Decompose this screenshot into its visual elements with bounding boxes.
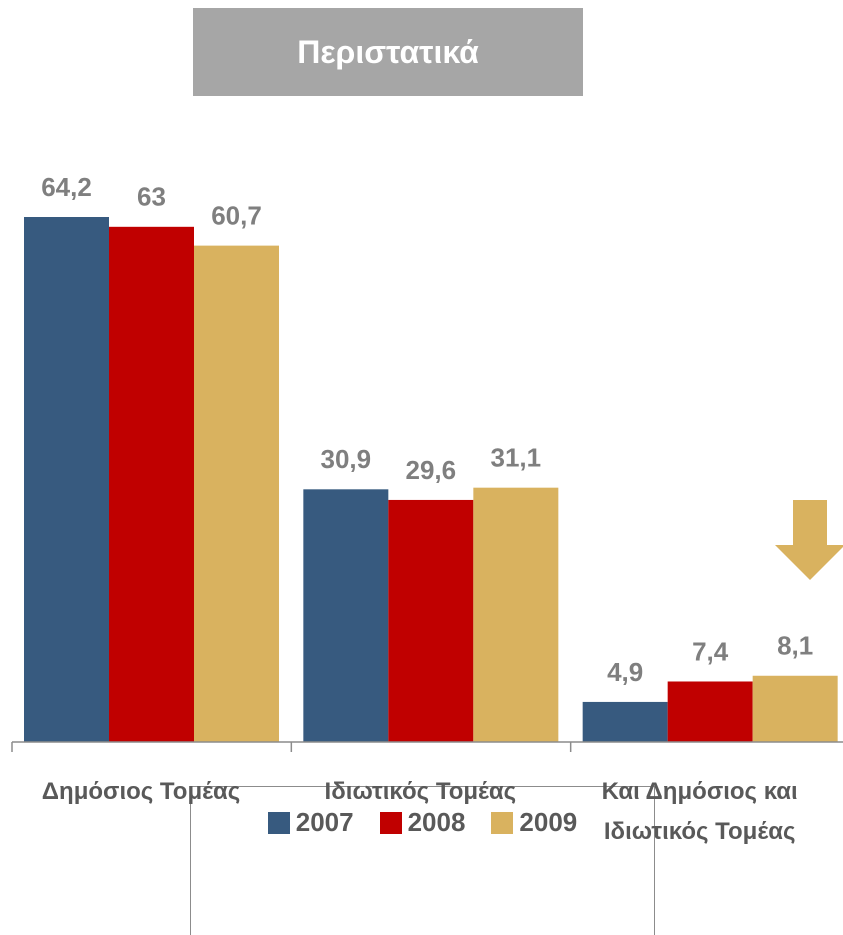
chart-title: Περιστατικά	[193, 8, 583, 96]
data-label: 60,7	[211, 200, 262, 230]
x-tick-label: Ιδιωτικός Τομέας	[324, 778, 517, 805]
bar	[473, 487, 559, 742]
data-label: 7,4	[692, 636, 729, 666]
legend-label: 2009	[519, 807, 578, 837]
legend-swatch	[491, 811, 514, 834]
bar	[109, 226, 194, 742]
arrow-icon	[775, 500, 843, 580]
x-tick-label: Και Δημόσιος και Ιδιωτικός Τομέας	[601, 778, 798, 845]
bar	[752, 675, 838, 742]
legend: 2007 2008 2009	[190, 786, 655, 935]
data-label: 8,1	[777, 631, 813, 661]
bar	[582, 701, 668, 742]
bar	[303, 489, 389, 742]
legend-label: 2007	[295, 807, 354, 837]
data-label: 64,2	[41, 172, 92, 202]
data-label: 4,9	[607, 657, 643, 687]
legend-item: 2008	[379, 807, 466, 838]
data-label: 63	[137, 182, 166, 212]
data-label: 30,9	[321, 444, 372, 474]
bar	[24, 217, 109, 742]
legend-item: 2007	[267, 807, 354, 838]
bar	[667, 681, 753, 742]
legend-swatch	[379, 811, 402, 834]
legend-label: 2008	[407, 807, 466, 837]
bar	[388, 499, 474, 742]
legend-swatch	[267, 811, 290, 834]
legend-item: 2009	[491, 807, 577, 838]
data-label: 31,1	[491, 443, 542, 473]
data-label: 29,6	[406, 455, 457, 485]
bar	[194, 245, 279, 742]
x-tick-label: Δημόσιος Τομέας	[41, 778, 241, 805]
